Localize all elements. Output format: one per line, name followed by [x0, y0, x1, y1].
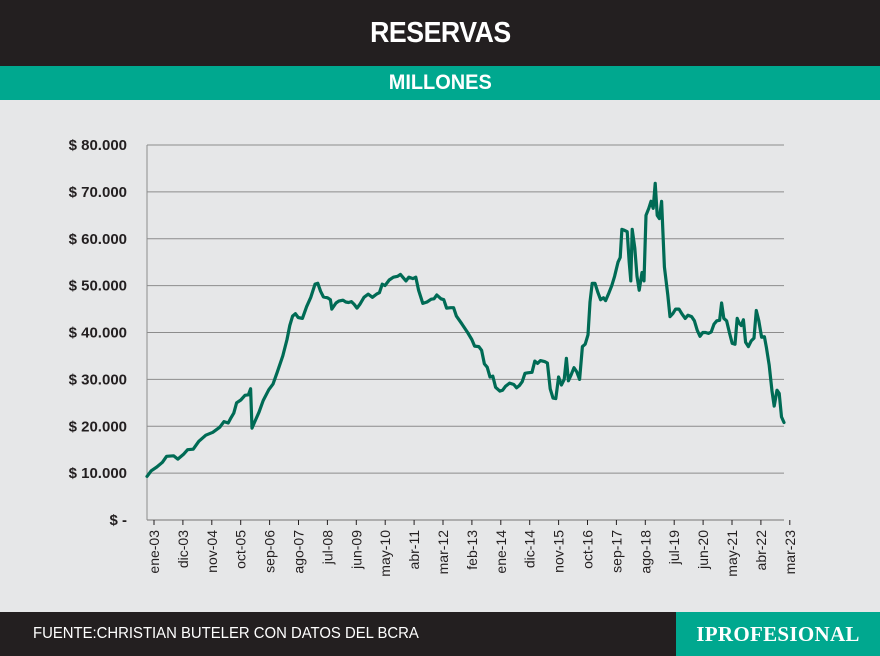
series-group: [145, 181, 786, 478]
x-tick-label: jun-20: [695, 530, 711, 570]
x-tick-label: jul-08: [319, 530, 335, 565]
x-tick-label: abr-22: [753, 530, 769, 571]
x-tick-label: may-21: [724, 530, 740, 577]
x-tick-label: may-10: [377, 530, 393, 577]
y-tick-label: $ 20.000: [69, 418, 127, 435]
x-tick-label: sep-06: [262, 530, 278, 573]
x-tick-label: jun-09: [348, 530, 364, 570]
x-tick-label: sep-17: [608, 530, 624, 573]
y-tick-label: $ 40.000: [69, 325, 127, 342]
y-tick-label: $ 30.000: [69, 371, 127, 388]
title-bar: RESERVAS: [0, 0, 880, 66]
chart-title: RESERVAS: [369, 16, 511, 49]
x-axis-ticks: [153, 520, 791, 525]
x-tick-label: mar-12: [435, 530, 451, 575]
y-axis-labels: $ - $ 10.000 $ 20.000 $ 30.000 $ 40.000 $ 50.…: [69, 137, 127, 529]
series-line-reservas: [145, 181, 786, 478]
x-tick-label: feb-13: [464, 530, 480, 570]
chart-area: $ - $ 10.000 $ 20.000 $ 30.000 $ 40.000 $ 50.…: [0, 100, 880, 612]
x-tick-label: dic-14: [522, 530, 538, 568]
x-tick-label: ene-14: [493, 530, 509, 574]
x-tick-label: ene-03: [146, 530, 162, 574]
x-tick-label: jul-19: [666, 530, 682, 565]
subtitle-bar: MILLONES: [0, 66, 880, 100]
y-tick-label: $ -: [109, 512, 127, 529]
y-tick-label: $ 60.000: [69, 231, 127, 248]
x-tick-label: mar-23: [782, 530, 798, 575]
x-tick-label: nov-04: [204, 530, 220, 573]
chart-subtitle: MILLONES: [388, 71, 492, 94]
x-tick-label: abr-11: [406, 530, 422, 570]
y-tick-label: $ 80.000: [69, 137, 127, 154]
x-axis-labels: ene-03 dic-03 nov-04 oct-05 sep-06 ago-07 jul-…: [146, 530, 798, 577]
x-tick-label: ago-18: [637, 530, 653, 574]
gridlines: [146, 144, 784, 521]
x-tick-label: ago-07: [291, 530, 307, 574]
y-tick-label: $ 50.000: [69, 278, 127, 295]
source-note: FUENTE:CHRISTIAN BUTELER CON DATOS DEL B…: [33, 625, 419, 642]
x-tick-label: oct-16: [580, 530, 596, 569]
brand-logo: IPROFESIONAL: [676, 612, 880, 656]
x-tick-label: oct-05: [233, 530, 249, 569]
y-tick-label: $ 70.000: [69, 184, 127, 201]
footer-bar: FUENTE:CHRISTIAN BUTELER CON DATOS DEL B…: [0, 612, 880, 656]
x-tick-label: dic-03: [175, 530, 191, 568]
y-tick-label: $ 10.000: [69, 465, 127, 482]
x-tick-label: nov-15: [551, 530, 567, 573]
line-chart: $ - $ 10.000 $ 20.000 $ 30.000 $ 40.000 $ 50.…: [69, 137, 798, 577]
